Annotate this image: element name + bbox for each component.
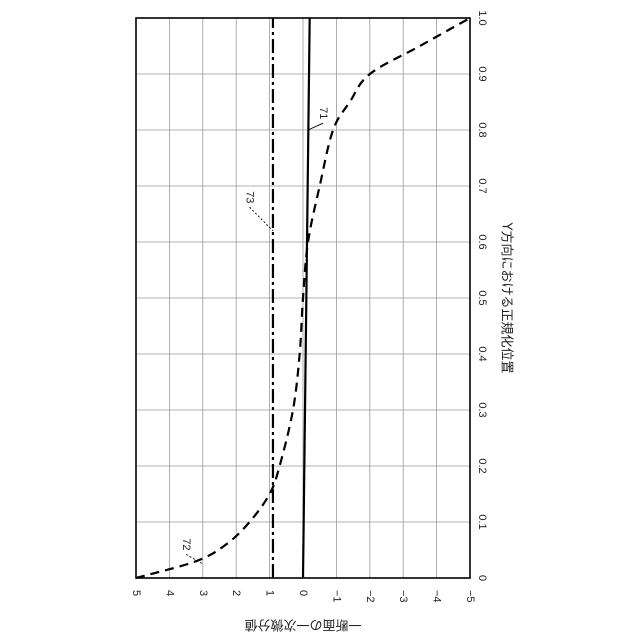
series-71-line (301, 17, 311, 579)
y-tick-label: 3 (197, 590, 209, 596)
x-tick-label: 0.2 (476, 458, 488, 473)
plot-frame (135, 17, 471, 579)
x-tick-label: 0.3 (476, 402, 488, 417)
x-tick-label: 0 (476, 575, 488, 581)
y-tick-label: 0 (297, 590, 309, 596)
annotation-71: 71 (317, 107, 329, 119)
y-tick-label: 1 (264, 590, 276, 596)
annotation-73: 73 (244, 191, 256, 203)
y-tick-label: 2 (230, 590, 242, 596)
y-tick-label: 5 (130, 590, 142, 596)
x-tick-label: 0.8 (476, 122, 488, 137)
series-72-line (135, 17, 471, 580)
x-tick-label: 0.7 (476, 178, 488, 193)
x-axis-label: Y方向における正規化位置 (499, 222, 515, 374)
y-tick-label: −2 (364, 590, 376, 603)
y-tick-labels: 5 4 3 2 1 0 −1 −2 −3 −4 −5 (130, 590, 476, 603)
x-tick-label: 0.5 (476, 290, 488, 305)
annotation-leader-73 (249, 206, 274, 232)
x-tick-label: 0.4 (476, 346, 488, 361)
y-tick-label: −3 (397, 590, 409, 603)
x-tick-label: 0.6 (476, 234, 488, 249)
annotation-leader-71 (307, 122, 324, 131)
annotation-leader-72 (185, 554, 204, 565)
y-tick-label: 4 (163, 590, 175, 596)
y-tick-label: −5 (464, 590, 476, 603)
y-axis-label: 一断面の一次微分値 (244, 617, 361, 633)
x-tick-labels: 0 0.1 0.2 0.3 0.4 0.5 0.6 0.7 0.8 0.9 1.0 (476, 10, 488, 581)
x-tick-label: 1.0 (476, 10, 488, 25)
annotation-leaders (185, 122, 324, 565)
x-tick-label: 0.1 (476, 514, 488, 529)
y-tick-label: −4 (431, 590, 443, 603)
x-tick-label: 0.9 (476, 66, 488, 81)
annotation-72: 72 (180, 538, 192, 550)
series-group (135, 17, 471, 580)
y-tick-label: −1 (330, 590, 342, 603)
annotations: 71 72 73 (180, 107, 329, 550)
